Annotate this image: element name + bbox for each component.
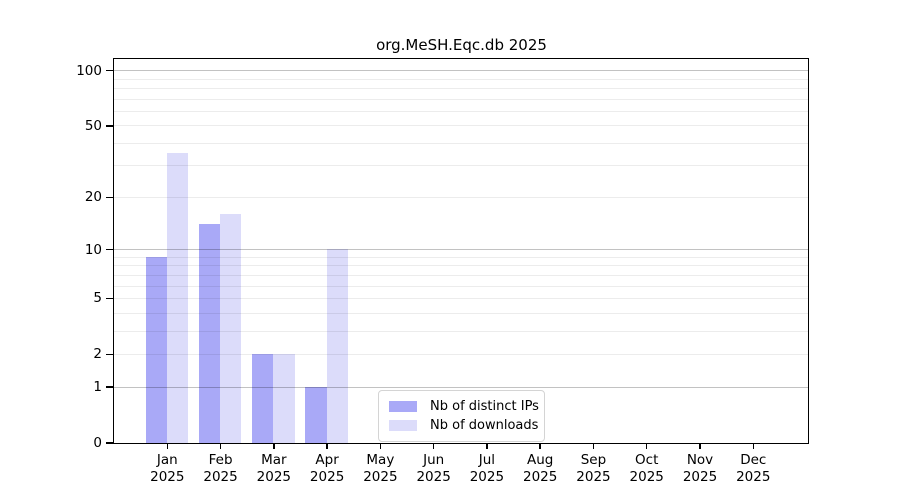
legend-row-distinct-ips: Nb of distinct IPs [387, 397, 539, 416]
y-tick-5 [106, 297, 113, 300]
gridline-100 [114, 70, 808, 72]
legend-swatch-downloads [389, 420, 417, 431]
x-tick-label-jan: Jan 2025 [150, 452, 185, 485]
legend-row-downloads: Nb of downloads [387, 416, 539, 435]
x-tick-nov [699, 443, 701, 449]
y-tick-0 [106, 442, 113, 444]
x-tick-jan [166, 443, 169, 449]
x-tick-label-aug: Aug 2025 [523, 452, 558, 485]
x-tick-jul [486, 443, 488, 449]
x-tick-may [379, 443, 382, 449]
y-tick-50 [106, 125, 113, 127]
x-tick-label-oct: Oct 2025 [629, 452, 664, 485]
bar-distinct-ips-apr [305, 386, 327, 443]
x-tick-label-nov: Nov 2025 [682, 452, 718, 485]
y-tick-label-10: 10 [84, 241, 102, 258]
y-tick-2 [106, 353, 113, 356]
x-tick-label-may: May 2025 [363, 452, 398, 485]
gridline-30 [114, 165, 808, 167]
y-tick-label-20: 20 [84, 189, 102, 206]
gridline-90 [114, 78, 808, 80]
bar-distinct-ips-mar [252, 353, 274, 443]
y-tick-label-5: 5 [93, 290, 102, 307]
y-tick-label-100: 100 [76, 62, 102, 79]
bar-distinct-ips-jan [145, 256, 167, 443]
x-tick-label-dec: Dec 2025 [736, 452, 771, 485]
y-tick-label-50: 50 [84, 117, 102, 134]
legend-swatch-distinct-ips [389, 401, 417, 412]
y-tick-label-0: 0 [93, 435, 102, 451]
x-tick-label-mar: Mar 2025 [256, 452, 291, 485]
legend-label-distinct-ips: Nb of distinct IPs [430, 399, 539, 414]
x-tick-oct [645, 443, 648, 449]
y-tick-1 [106, 386, 113, 388]
gridline-40 [114, 142, 808, 144]
gridline-50 [114, 125, 808, 127]
legend: Nb of distinct IPs Nb of downloads [378, 390, 545, 442]
bar-downloads-feb [220, 213, 242, 443]
x-tick-label-apr: Apr 2025 [309, 452, 345, 485]
gridline-60 [114, 110, 808, 112]
legend-label-downloads: Nb of downloads [430, 418, 539, 433]
x-tick-mar [273, 443, 275, 449]
x-tick-label-jun: Jun 2025 [416, 452, 451, 485]
x-tick-sep [592, 443, 595, 449]
x-tick-jun [432, 443, 435, 449]
x-tick-label-jul: Jul 2025 [469, 452, 505, 485]
bar-downloads-apr [326, 249, 348, 443]
chart-title: org.MeSH.Eqc.db 2025 [376, 36, 547, 54]
plot-area [113, 58, 809, 444]
x-tick-aug [539, 443, 541, 449]
x-tick-dec [752, 443, 755, 449]
bar-downloads-jan [166, 153, 189, 443]
bar-downloads-mar [273, 353, 295, 443]
gridline-80 [114, 87, 808, 89]
y-tick-label-1: 1 [93, 379, 102, 396]
gridline-20 [114, 196, 808, 198]
y-tick-10 [106, 248, 113, 251]
x-tick-apr [326, 443, 328, 449]
x-tick-label-sep: Sep 2025 [576, 452, 611, 485]
y-tick-100 [106, 69, 113, 72]
bar-distinct-ips-feb [198, 224, 221, 443]
x-tick-feb [219, 443, 222, 449]
x-tick-label-feb: Feb 2025 [203, 452, 238, 485]
y-tick-label-2: 2 [93, 346, 102, 363]
gridline-70 [114, 98, 808, 100]
y-tick-20 [106, 196, 113, 199]
